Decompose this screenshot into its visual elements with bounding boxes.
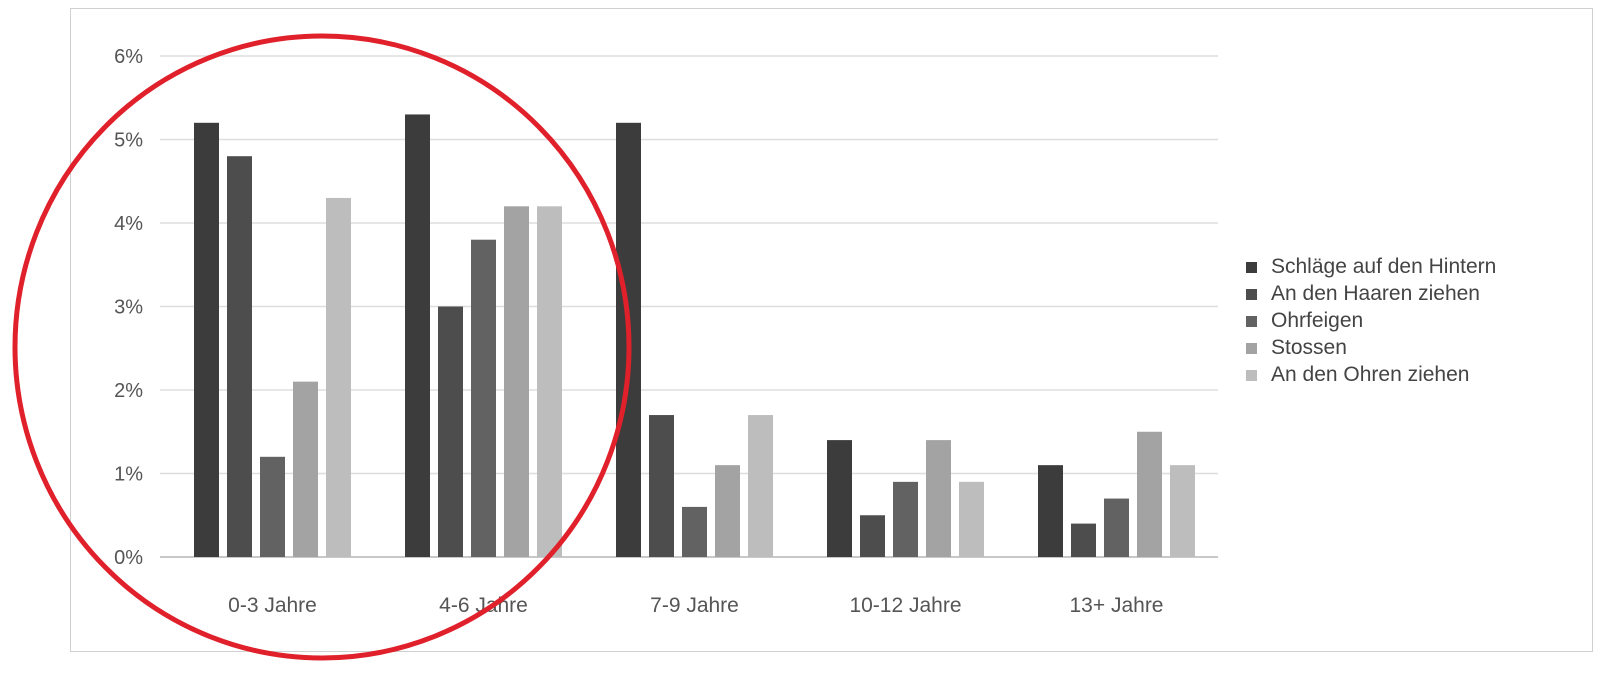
y-tick-label: 2% [114,380,143,402]
y-tick-label: 4% [114,213,143,235]
x-axis-categories: 0-3 Jahre 4-6 Jahre 7-9 Jahre 10-12 Jahre 13… [228,594,1163,617]
bar [537,206,562,558]
bar [893,481,918,557]
legend: Schläge auf den Hintern An den Haaren zie… [1246,255,1496,386]
x-category-label: 10-12 Jahre [849,594,961,617]
bar [227,156,252,557]
bar [827,440,852,557]
bar [1104,498,1129,557]
bar [1038,465,1063,557]
bar [682,506,707,557]
bar [649,415,674,557]
bar [293,381,318,557]
bar [748,415,773,557]
bar [326,197,351,557]
bar [1170,465,1195,557]
annotation-layer [12,33,632,661]
bar [1071,523,1096,557]
legend-swatch [1246,370,1257,381]
y-tick-label: 3% [114,297,143,319]
y-axis-ticks: 0% 1% 2% 3% 4% 5% 6% [114,46,143,569]
bar [194,122,219,558]
legend-label: Stossen [1271,336,1347,359]
bar [438,306,463,557]
bar [959,481,984,557]
bar [715,465,740,557]
legend-swatch [1246,262,1257,273]
x-category-label: 7-9 Jahre [650,594,739,617]
bar [504,206,529,558]
y-tick-label: 1% [114,464,143,486]
legend-label: Schläge auf den Hintern [1271,255,1496,278]
bar [405,114,430,557]
y-tick-label: 0% [114,547,143,569]
highlight-circle [12,33,632,661]
bar [1137,431,1162,557]
legend-swatch [1246,343,1257,354]
bar [860,515,885,557]
legend-label: An den Haaren ziehen [1271,282,1480,305]
x-category-label: 0-3 Jahre [228,594,317,617]
bar [260,456,285,557]
legend-swatch [1246,316,1257,327]
bar [926,440,951,557]
y-tick-label: 5% [114,130,143,152]
x-category-label: 4-6 Jahre [439,594,528,617]
bar [471,239,496,557]
legend-label: An den Ohren ziehen [1271,363,1469,386]
y-tick-label: 6% [114,46,143,68]
legend-swatch [1246,289,1257,300]
bars [194,114,1195,558]
x-category-label: 13+ Jahre [1070,594,1164,617]
legend-label: Ohrfeigen [1271,309,1363,332]
